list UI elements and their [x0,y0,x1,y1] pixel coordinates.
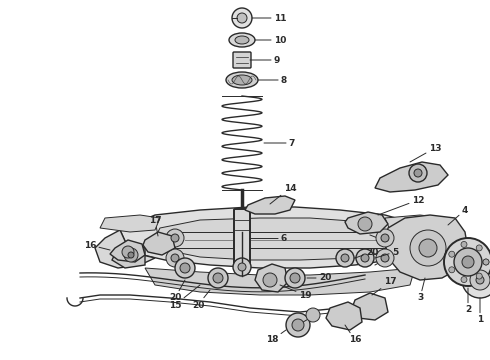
Circle shape [483,259,489,265]
Text: 14: 14 [270,184,296,204]
Polygon shape [352,293,388,320]
Circle shape [454,248,482,276]
Circle shape [410,230,446,266]
Polygon shape [245,196,295,214]
Text: 20: 20 [355,248,378,258]
Circle shape [376,249,394,267]
Circle shape [290,273,300,283]
Circle shape [476,245,482,251]
Polygon shape [120,207,420,268]
Text: 18: 18 [266,330,286,345]
Text: 2: 2 [465,288,471,315]
Circle shape [286,313,310,337]
Ellipse shape [235,36,249,44]
Circle shape [171,234,179,242]
Text: 4: 4 [448,206,468,225]
Circle shape [122,246,134,258]
Circle shape [381,234,389,242]
Circle shape [166,229,184,247]
Polygon shape [385,215,445,232]
Ellipse shape [229,33,255,47]
Circle shape [180,263,190,273]
Circle shape [470,270,490,290]
Circle shape [341,254,349,262]
Circle shape [409,164,427,182]
Circle shape [476,273,482,279]
Circle shape [414,169,422,177]
Circle shape [237,13,247,23]
Circle shape [292,319,304,331]
Polygon shape [112,242,145,268]
Circle shape [166,249,184,267]
Polygon shape [375,162,448,192]
Circle shape [336,249,354,267]
Text: 20: 20 [192,290,210,310]
Text: 15: 15 [169,285,200,310]
Text: 5: 5 [375,248,398,258]
Circle shape [461,242,467,247]
Text: 11: 11 [252,14,286,23]
Circle shape [381,254,389,262]
Polygon shape [255,264,288,292]
Circle shape [213,273,223,283]
Polygon shape [95,230,155,268]
Polygon shape [326,302,362,330]
Polygon shape [385,230,445,268]
Polygon shape [143,232,175,255]
Ellipse shape [226,72,258,88]
Circle shape [483,259,489,265]
Circle shape [444,238,490,286]
Text: 19: 19 [280,285,311,300]
Text: 13: 13 [410,144,441,162]
Text: 9: 9 [250,55,280,64]
Circle shape [233,258,251,276]
Text: 17: 17 [148,216,161,236]
Circle shape [376,229,394,247]
Text: 1: 1 [477,298,483,324]
Text: 16: 16 [84,240,110,250]
Circle shape [175,258,195,278]
Polygon shape [345,212,388,234]
Circle shape [462,262,490,298]
Circle shape [361,254,369,262]
Circle shape [285,268,305,288]
Circle shape [449,251,455,257]
Circle shape [461,276,467,283]
FancyBboxPatch shape [233,52,251,68]
Text: 20: 20 [169,280,185,302]
Circle shape [238,263,246,271]
Circle shape [358,217,372,231]
Text: 3: 3 [417,278,425,302]
Text: 17: 17 [372,278,396,295]
Text: 6: 6 [250,234,287,243]
Polygon shape [145,268,415,295]
Text: 8: 8 [258,76,287,85]
Circle shape [449,267,455,273]
Circle shape [356,249,374,267]
Circle shape [263,273,277,287]
Polygon shape [385,215,468,280]
Polygon shape [110,240,145,262]
FancyBboxPatch shape [234,209,250,266]
Polygon shape [100,215,160,232]
Circle shape [232,8,252,28]
Polygon shape [175,232,385,248]
Circle shape [419,239,437,257]
Text: 10: 10 [255,36,286,45]
Circle shape [462,256,474,268]
Text: 20: 20 [307,274,331,283]
Circle shape [128,252,134,258]
Text: 16: 16 [345,325,361,345]
Polygon shape [155,218,390,260]
Circle shape [171,254,179,262]
Circle shape [476,276,484,284]
Circle shape [306,308,320,322]
Circle shape [208,268,228,288]
Text: 7: 7 [264,139,295,148]
Circle shape [124,248,138,262]
Ellipse shape [232,75,252,85]
Text: 12: 12 [378,195,424,215]
